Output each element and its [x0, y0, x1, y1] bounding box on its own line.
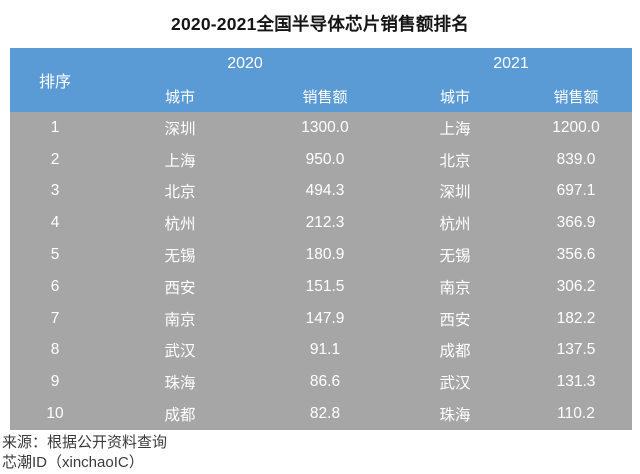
- sales-2020-cell: 82.8: [260, 398, 390, 430]
- source-note: 来源：根据公开资料查询: [2, 433, 168, 451]
- rank-column-header: 排序: [10, 48, 100, 112]
- sales-2021-cell: 110.2: [520, 398, 632, 430]
- table-header: 排序 2020 2021 城市 销售额 城市 销售额: [10, 48, 632, 112]
- column-label-row: 城市 销售额 城市 销售额: [10, 80, 632, 112]
- table-row: 2 上海 950.0 北京 839.0: [10, 143, 632, 176]
- sales-2021-cell: 306.2: [520, 270, 632, 303]
- city-2021-cell: 杭州: [390, 207, 520, 240]
- sales-2020-cell: 950.0: [260, 143, 390, 176]
- rank-cell: 10: [10, 398, 100, 430]
- table-body: 1 深圳 1300.0 上海 1200.0 2 上海 950.0 北京 839.…: [10, 112, 632, 430]
- year-2021-header: 2021: [390, 48, 632, 80]
- rank-cell: 6: [10, 270, 100, 303]
- city-2020-cell: 成都: [100, 398, 260, 430]
- sales-2020-cell: 180.9: [260, 239, 390, 271]
- table-row: 6 西安 151.5 南京 306.2: [10, 270, 632, 303]
- table-row: 3 北京 494.3 深圳 697.1: [10, 175, 632, 208]
- sales-2020-cell: 494.3: [260, 175, 390, 208]
- sales-2021-cell: 137.5: [520, 334, 632, 367]
- table-row: 7 南京 147.9 西安 182.2: [10, 302, 632, 335]
- city-column-header-2020: 城市: [100, 80, 260, 112]
- table-row: 1 深圳 1300.0 上海 1200.0: [10, 112, 632, 144]
- sales-2020-cell: 86.6: [260, 366, 390, 399]
- page-title: 2020-2021全国半导体芯片销售额排名: [171, 14, 469, 34]
- credit-note: 芯潮ID（xinchaoIC）: [2, 454, 144, 472]
- city-2020-cell: 上海: [100, 143, 260, 176]
- city-2021-cell: 武汉: [390, 366, 520, 399]
- year-header-row: 排序 2020 2021: [10, 48, 632, 112]
- sales-2021-cell: 356.6: [520, 239, 632, 271]
- sales-column-header-2020: 销售额: [260, 80, 390, 112]
- city-2021-cell: 西安: [390, 302, 520, 335]
- sales-2021-cell: 182.2: [520, 302, 632, 335]
- ranking-table: 排序 2020 2021 城市 销售额 城市 销售额 1 深圳 1300.0 上…: [10, 48, 632, 430]
- sales-2020-cell: 1300.0: [260, 112, 390, 144]
- rank-cell: 5: [10, 239, 100, 271]
- sales-2021-cell: 366.9: [520, 207, 632, 240]
- rank-cell: 1: [10, 112, 100, 144]
- year-2020-header: 2020: [100, 48, 390, 80]
- city-2020-cell: 南京: [100, 302, 260, 335]
- city-2020-cell: 珠海: [100, 366, 260, 399]
- rank-cell: 2: [10, 143, 100, 176]
- rank-cell: 9: [10, 366, 100, 399]
- rank-cell: 8: [10, 334, 100, 367]
- table-row: 10 成都 82.8 珠海 110.2: [10, 398, 632, 430]
- city-2020-cell: 西安: [100, 270, 260, 303]
- city-2020-cell: 北京: [100, 175, 260, 208]
- sales-2020-cell: 212.3: [260, 207, 390, 240]
- table-row: 8 武汉 91.1 成都 137.5: [10, 334, 632, 367]
- footer: 来源：根据公开资料查询 芯潮ID（xinchaoIC）: [0, 433, 640, 474]
- sales-2021-cell: 839.0: [520, 143, 632, 176]
- table-row: 5 无锡 180.9 无锡 356.6: [10, 239, 632, 271]
- rank-cell: 7: [10, 302, 100, 335]
- city-2021-cell: 深圳: [390, 175, 520, 208]
- city-2021-cell: 珠海: [390, 398, 520, 430]
- sales-2021-cell: 697.1: [520, 175, 632, 208]
- sales-2021-cell: 131.3: [520, 366, 632, 399]
- sales-2020-cell: 147.9: [260, 302, 390, 335]
- city-2020-cell: 杭州: [100, 207, 260, 240]
- city-2020-cell: 深圳: [100, 112, 260, 144]
- sales-column-header-2021: 销售额: [520, 80, 632, 112]
- rank-cell: 3: [10, 175, 100, 208]
- city-2021-cell: 南京: [390, 270, 520, 303]
- table-row: 4 杭州 212.3 杭州 366.9: [10, 207, 632, 240]
- sales-2020-cell: 91.1: [260, 334, 390, 367]
- city-2020-cell: 武汉: [100, 334, 260, 367]
- city-column-header-2021: 城市: [390, 80, 520, 112]
- sales-2020-cell: 151.5: [260, 270, 390, 303]
- city-2021-cell: 成都: [390, 334, 520, 367]
- table-row: 9 珠海 86.6 武汉 131.3: [10, 366, 632, 399]
- city-2020-cell: 无锡: [100, 239, 260, 271]
- sales-2021-cell: 1200.0: [520, 112, 632, 144]
- rank-cell: 4: [10, 207, 100, 240]
- city-2021-cell: 北京: [390, 143, 520, 176]
- city-2021-cell: 上海: [390, 112, 520, 144]
- city-2021-cell: 无锡: [390, 239, 520, 271]
